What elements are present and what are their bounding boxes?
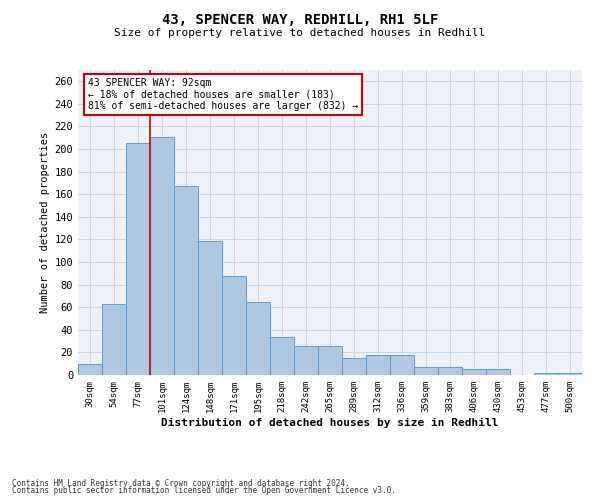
Bar xyxy=(150,136,174,375)
Bar xyxy=(78,364,102,375)
Bar xyxy=(534,372,558,375)
Bar xyxy=(294,346,318,375)
Bar xyxy=(486,370,510,375)
Bar xyxy=(222,276,246,375)
Text: Contains public sector information licensed under the Open Government Licence v3: Contains public sector information licen… xyxy=(12,486,396,495)
Text: Size of property relative to detached houses in Redhill: Size of property relative to detached ho… xyxy=(115,28,485,38)
Bar xyxy=(270,336,294,375)
Bar xyxy=(390,354,414,375)
X-axis label: Distribution of detached houses by size in Redhill: Distribution of detached houses by size … xyxy=(161,418,499,428)
Bar xyxy=(558,372,582,375)
Bar xyxy=(198,240,222,375)
Text: 43, SPENCER WAY, REDHILL, RH1 5LF: 43, SPENCER WAY, REDHILL, RH1 5LF xyxy=(162,12,438,26)
Bar xyxy=(318,346,342,375)
Bar xyxy=(438,367,462,375)
Bar xyxy=(342,358,366,375)
Bar xyxy=(246,302,270,375)
Bar xyxy=(126,144,150,375)
Y-axis label: Number of detached properties: Number of detached properties xyxy=(40,132,50,313)
Bar xyxy=(414,367,438,375)
Bar xyxy=(174,186,198,375)
Text: 43 SPENCER WAY: 92sqm
← 18% of detached houses are smaller (183)
81% of semi-det: 43 SPENCER WAY: 92sqm ← 18% of detached … xyxy=(88,78,358,111)
Bar xyxy=(366,354,390,375)
Bar xyxy=(462,370,486,375)
Text: Contains HM Land Registry data © Crown copyright and database right 2024.: Contains HM Land Registry data © Crown c… xyxy=(12,478,350,488)
Bar xyxy=(102,304,126,375)
